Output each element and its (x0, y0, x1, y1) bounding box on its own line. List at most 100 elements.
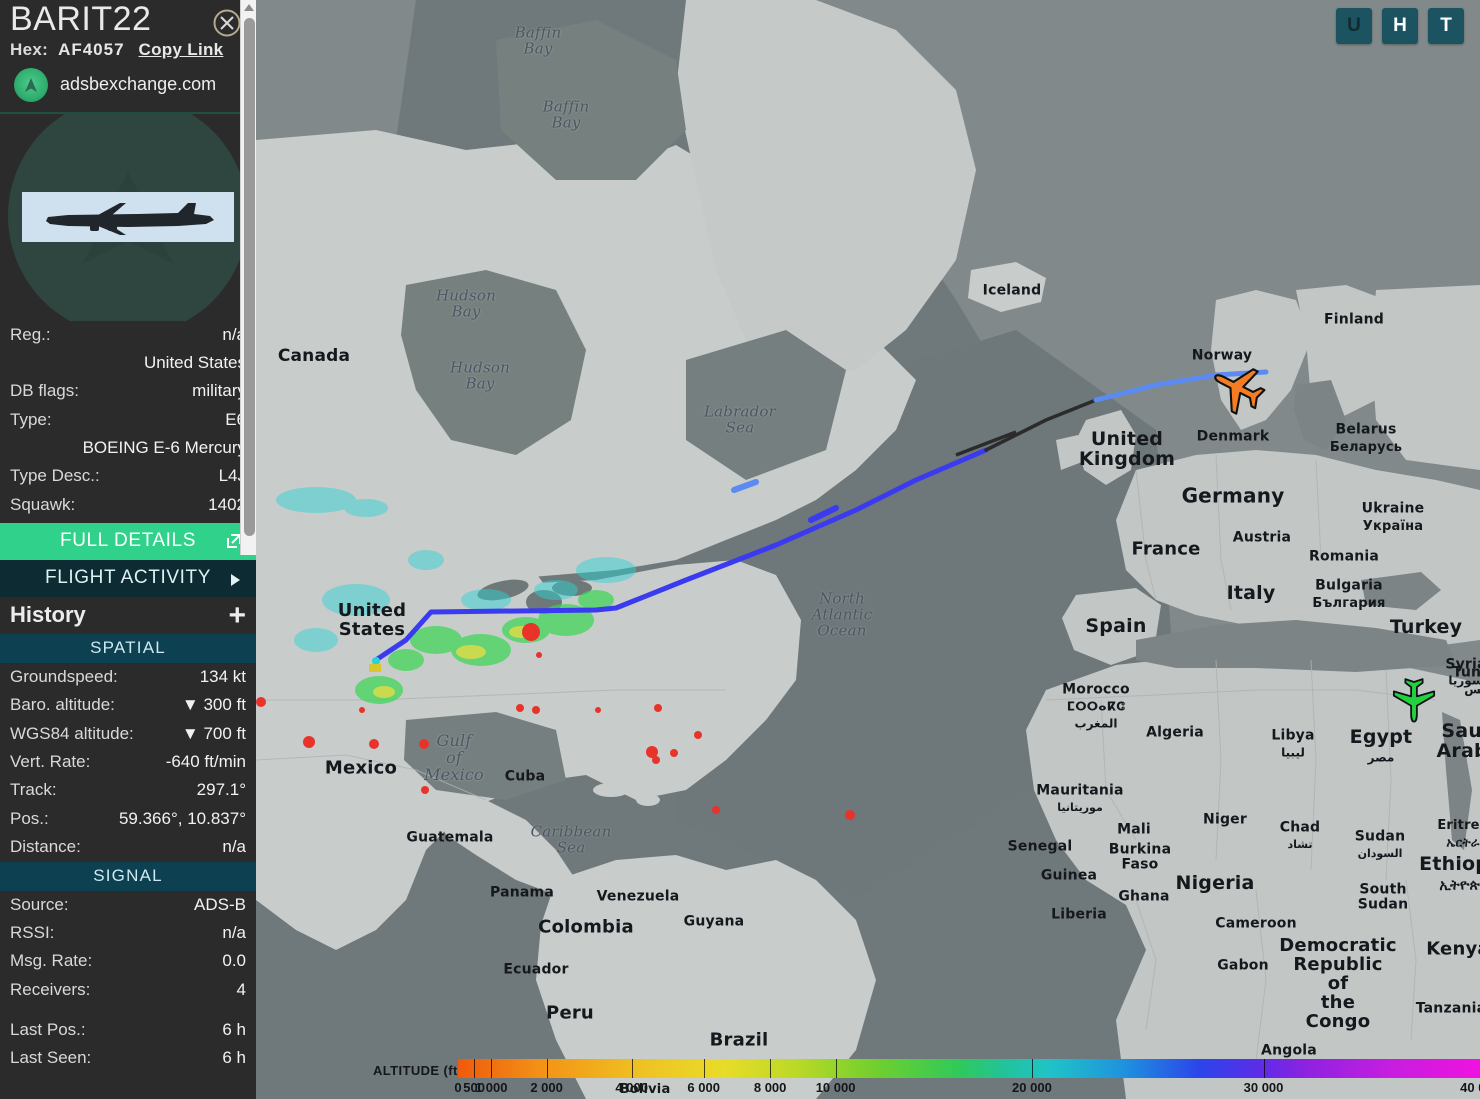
full-details-button[interactable]: FULL DETAILS (0, 523, 256, 561)
full-details-label: FULL DETAILS (59, 530, 197, 552)
adsbexchange-logo-icon (14, 67, 48, 102)
map-button-t[interactable]: T (1428, 8, 1464, 44)
aircraft-detail-row: Squawk: 1402 (0, 491, 256, 519)
history-label: History (10, 602, 86, 628)
timing-label: Last Pos.: (10, 1019, 86, 1039)
altitude-legend: ALTITUDE (ft) 0 500 1 000 2 000 4 000 6 000 8 … (256, 1055, 1480, 1099)
map-geometry (256, 0, 1480, 1099)
signal-row: RSSI: n/a (0, 919, 256, 947)
signal-value: 4 (236, 979, 246, 999)
aircraft-info-panel[interactable]: BARIT22 Hex: AF4057 Copy Link (0, 0, 256, 1099)
aircraft-detail-value: L4J (218, 466, 246, 486)
timing-label: Last Seen: (10, 1048, 92, 1068)
legend-tick (703, 1059, 705, 1078)
aircraft-detail-label: DB flags: (10, 381, 79, 401)
legend-tick (474, 1059, 476, 1078)
aircraft-detail-value: BOEING E-6 Mercury (82, 438, 246, 458)
aircraft-marker-secondary[interactable] (1391, 677, 1437, 723)
spatial-label: Pos.: (10, 808, 49, 828)
map-button-u[interactable]: U (1336, 8, 1372, 44)
aircraft-photo (22, 191, 234, 242)
spatial-section-header: SPATIAL (0, 634, 256, 664)
signal-data-list: Source: ADS-B RSSI: n/a Msg. Rate: 0.0 Receive… (0, 891, 256, 1004)
legend-tick (631, 1059, 633, 1078)
spatial-label: Track: (10, 780, 57, 800)
spatial-row: Vert. Rate: -640 ft/min (0, 748, 256, 776)
spatial-value: 297.1° (196, 780, 246, 800)
copy-link-button[interactable]: Copy Link (138, 39, 224, 59)
spatial-row: Pos.: 59.366°, 10.837° (0, 805, 256, 833)
signal-value: 0.0 (222, 951, 246, 971)
aircraft-marker-barit22[interactable] (1202, 352, 1275, 425)
altitude-legend-title: ALTITUDE (ft) (373, 1063, 463, 1078)
hex-row: Hex: AF4057 Copy Link (10, 40, 246, 60)
spatial-data-list: Groundspeed: 134 kt Baro. altitude: ▼ 300 f… (0, 663, 256, 861)
spatial-value: ▼ 300 ft (181, 695, 246, 715)
history-section-toggle[interactable]: History + (0, 597, 256, 635)
map-canvas[interactable]: Baffin Bay Baffin Bay Iceland Hudson Bay Hudson… (256, 0, 1480, 1099)
signal-row: Msg. Rate: 0.0 (0, 947, 256, 975)
chevron-right-icon (230, 571, 242, 593)
legend-tick-label: 30 000 (1243, 1080, 1284, 1095)
legend-tick-label: 1 000 (474, 1080, 508, 1095)
legend-tick (491, 1059, 493, 1078)
timing-row: Last Seen: 6 h (0, 1044, 256, 1072)
legend-tick (770, 1059, 772, 1078)
scrollbar-thumb[interactable] (244, 18, 255, 536)
signal-label: Msg. Rate: (10, 951, 93, 971)
signal-row: Receivers: 4 (0, 976, 256, 1004)
spatial-row: WGS84 altitude: ▼ 700 ft (0, 720, 256, 748)
flight-activity-label: FLIGHT ACTIVITY (45, 567, 211, 589)
aircraft-detail-row: Type: E6 (0, 406, 256, 434)
legend-tick-label: 4 000 (615, 1080, 648, 1095)
legend-tick-label: 0 (454, 1080, 462, 1095)
brand-row: adsbexchange.com (0, 60, 256, 114)
spatial-label: Baro. altitude: (10, 695, 115, 715)
signal-value: n/a (222, 922, 246, 942)
aircraft-detail-label: Squawk: (10, 494, 76, 514)
legend-tick (835, 1059, 837, 1078)
spatial-row: Groundspeed: 134 kt (0, 663, 256, 691)
timing-data-list: Last Pos.: 6 h Last Seen: 6 h (0, 1016, 256, 1073)
spatial-value: 134 kt (199, 667, 246, 687)
aircraft-detail-label: Reg.: (10, 324, 51, 344)
legend-tick-label: 500 (463, 1080, 485, 1095)
spatial-row: Baro. altitude: ▼ 300 ft (0, 691, 256, 719)
aircraft-detail-row: Reg.: n/a (0, 321, 256, 349)
altitude-color-bar (458, 1059, 1480, 1078)
spatial-value: ▼ 700 ft (181, 723, 246, 743)
signal-section-header: SIGNAL (0, 861, 256, 891)
spatial-value: 59.366°, 10.837° (118, 808, 246, 828)
spatial-value: n/a (222, 837, 246, 857)
timing-value: 6 h (222, 1048, 246, 1068)
spatial-row: Track: 297.1° (0, 776, 256, 804)
map-button-h[interactable]: H (1382, 8, 1418, 44)
legend-tick (1263, 1059, 1265, 1078)
panel-header: BARIT22 Hex: AF4057 Copy Link (0, 0, 256, 60)
signal-label: RSSI: (10, 922, 55, 942)
sidebar-scrollbar[interactable] (240, 0, 256, 555)
scroll-up-arrow-icon[interactable] (244, 4, 254, 11)
close-icon[interactable] (212, 8, 242, 38)
aircraft-detail-value: United States (143, 353, 246, 373)
aircraft-thumbnail-area (0, 113, 256, 321)
callsign-title: BARIT22 (10, 0, 152, 38)
brand-name: adsbexchange.com (60, 74, 217, 95)
legend-tick-label: 2 000 (530, 1080, 563, 1095)
spacer (0, 1004, 256, 1016)
legend-tick-label: 10 000 (815, 1080, 856, 1095)
timing-row: Last Pos.: 6 h (0, 1016, 256, 1044)
aircraft-detail-list: Reg.: n/a United States DB flags: military Ty… (0, 321, 256, 519)
aircraft-detail-label: Type Desc.: (10, 466, 100, 486)
aircraft-detail-value: 1402 (208, 494, 246, 514)
aircraft-detail-row: BOEING E-6 Mercury (0, 434, 256, 462)
aircraft-detail-row: Type Desc.: L4J (0, 462, 256, 490)
flight-activity-button[interactable]: FLIGHT ACTIVITY (0, 560, 256, 598)
spatial-label: Groundspeed: (10, 667, 118, 687)
signal-value: ADS-B (194, 894, 246, 914)
aircraft-detail-row: United States (0, 349, 256, 377)
hex-label: Hex: (10, 39, 49, 59)
plus-icon[interactable]: + (228, 598, 246, 632)
